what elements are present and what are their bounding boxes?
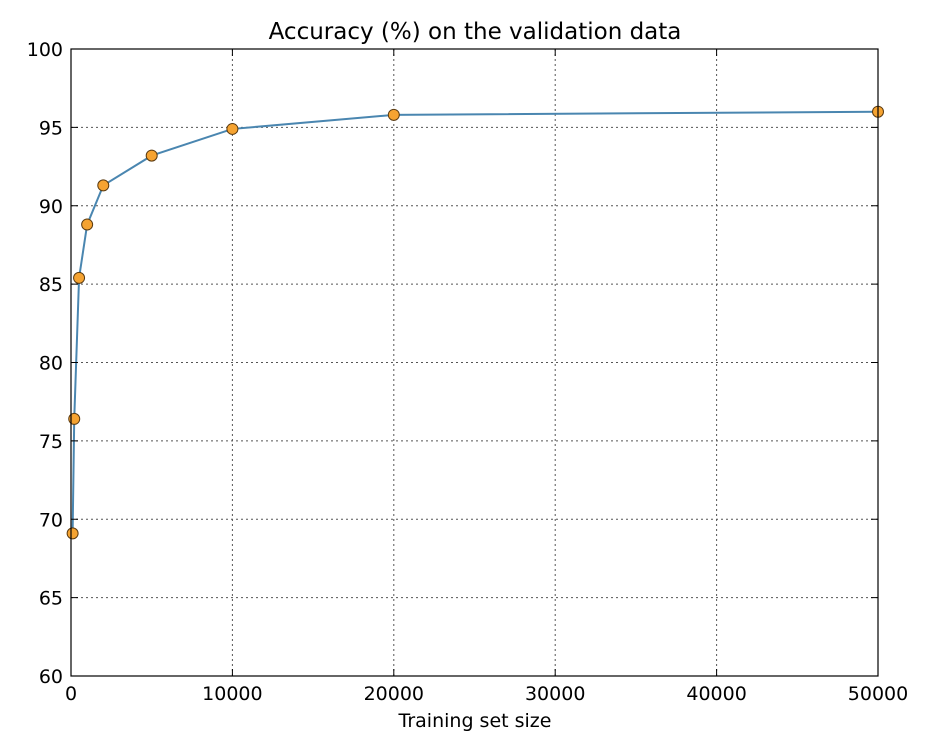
data-point — [145, 149, 158, 162]
tick-layer: 0 10000 20000 30000 40000 50000 60 65 70 75 80 85 90… — [27, 39, 908, 705]
series-line — [71, 110, 879, 534]
data-point — [68, 412, 81, 425]
x-tick-label: 20000 — [364, 683, 424, 705]
data-point — [66, 527, 79, 540]
y-tick-label: 100 — [27, 39, 63, 61]
data-point — [81, 218, 94, 231]
x-tick-label: 40000 — [686, 683, 746, 705]
chart-title: Accuracy (%) on the validation data — [269, 19, 682, 45]
x-tick-label: 30000 — [525, 683, 585, 705]
y-tick-label: 80 — [39, 353, 63, 375]
x-tick-label: 50000 — [848, 683, 908, 705]
y-tick-label: 85 — [39, 274, 63, 296]
y-tick-label: 65 — [39, 588, 63, 610]
y-tick-label: 90 — [39, 196, 63, 218]
series-layer — [66, 105, 884, 540]
y-tick-label: 95 — [39, 117, 63, 139]
data-point — [387, 108, 400, 121]
x-tick-label: 0 — [65, 683, 77, 705]
y-tick-label: 75 — [39, 431, 63, 453]
x-axis-label: Training set size — [398, 710, 552, 732]
y-tick-label: 70 — [39, 509, 63, 531]
data-point — [226, 122, 239, 135]
data-point — [73, 271, 86, 284]
x-tick-label: 10000 — [202, 683, 262, 705]
y-tick-label: 60 — [39, 666, 63, 688]
data-point — [97, 179, 110, 192]
